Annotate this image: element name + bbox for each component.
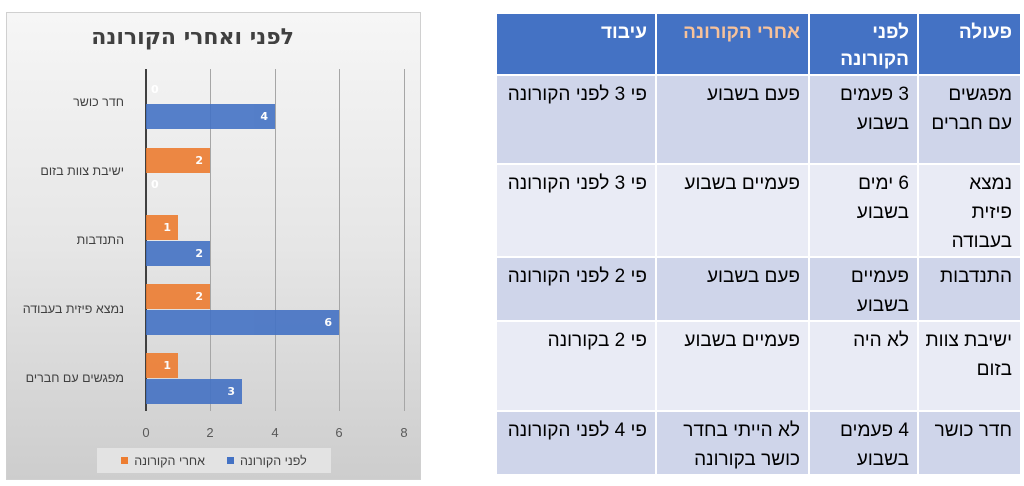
gridline [339,69,340,411]
gridline [275,69,276,411]
legend-label-before: לפני הקורונה [239,453,307,468]
chart-panel: לפני ואחרי הקורונה חדר כושר ישיבת צוות ב… [6,12,421,480]
bar-before-c0: 4 [146,104,275,129]
cell-before: 6 ימים בשבוע [808,163,919,258]
cell-analysis: פי 4 לפני הקורונה [495,410,657,476]
bar-after-c2: 1 [146,215,178,240]
table-row: מפגשים עם חברים 3 פעמים בשבוע פעם בשבוע … [495,74,1022,165]
data-table: פעולה לפני הקורונה אחרי הקורונה עיבוד מפ… [495,12,1022,476]
cell-before: 3 פעמים בשבוע [808,74,919,165]
cell-analysis: פי 2 לפני הקורונה [495,256,657,322]
data-label-before: 0 [151,178,159,191]
gridline [210,69,211,411]
gridline [404,69,405,411]
data-label-before: 4 [260,110,268,123]
cell-action: ישיבת צוות בזום [917,320,1022,412]
legend-swatch-orange-icon [121,457,129,464]
data-label-after: 0 [151,83,159,96]
chart-title: לפני ואחרי הקורונה [91,25,294,50]
legend-label-after: אחרי הקורונה [134,453,205,468]
bar-after-c3: 2 [146,284,210,309]
table-row: נמצא פיזית בעבודה 6 ימים בשבוע פעמיים בש… [495,163,1022,258]
cell-analysis: פי 2 בקורונה [495,320,657,412]
cell-after: פעמיים בשבוע [655,320,810,412]
header-before: לפני הקורונה [808,12,919,76]
bar-after-c1: 2 [146,148,210,173]
cell-before: פעמיים בשבוע [808,256,919,322]
data-label-after: 1 [163,359,171,372]
cell-action: התנדבות [917,256,1022,322]
cell-action: חדר כושר [917,410,1022,476]
category-label: חדר כושר [73,95,124,109]
cell-before: לא היה [808,320,919,412]
data-label-after: 2 [195,154,203,167]
data-label-before: 6 [324,316,332,329]
cell-analysis: פי 3 לפני הקורונה [495,74,657,165]
category-label: ישיבת צוות בזום [40,164,124,178]
legend-item-after: אחרי הקורונה [121,454,205,468]
x-tick: 4 [271,425,279,440]
data-label-before: 2 [195,247,203,260]
x-tick: 8 [400,425,408,440]
cell-analysis: פי 3 לפני הקורונה [495,163,657,258]
x-tick: 0 [142,425,150,440]
category-label: מפגשים עם חברים [25,371,124,385]
chart-legend: לפני הקורונה אחרי הקורונה [97,448,331,473]
bar-before-c2: 2 [146,241,210,266]
data-label-after: 1 [163,221,171,234]
cell-after: פעם בשבוע [655,74,810,165]
data-label-before: 3 [227,385,235,398]
bar-before-c4: 3 [146,379,242,404]
plot-area: 0 4 2 0 1 2 2 6 1 3 [145,69,405,411]
category-label: נמצא פיזית בעבודה [22,302,124,316]
cell-before: 4 פעמים בשבוע [808,410,919,476]
header-after: אחרי הקורונה [655,12,810,76]
cell-after: פעמיים בשבוע [655,163,810,258]
header-action: פעולה [917,12,1022,76]
y-axis-line [145,69,147,411]
cell-action: נמצא פיזית בעבודה [917,163,1022,258]
x-tick: 2 [206,425,214,440]
table-row: ישיבת צוות בזום לא היה פעמיים בשבוע פי 2… [495,320,1022,412]
table-row: התנדבות פעמיים בשבוע פעם בשבוע פי 2 לפני… [495,256,1022,322]
cell-after: לא הייתי בחדר כושר בקורונה [655,410,810,476]
data-label-after: 2 [195,290,203,303]
x-tick: 6 [335,425,343,440]
table-header-row: פעולה לפני הקורונה אחרי הקורונה עיבוד [495,12,1022,76]
bar-after-c4: 1 [146,353,178,378]
legend-swatch-blue-icon [226,457,234,464]
comparison-table: פעולה לפני הקורונה אחרי הקורונה עיבוד מפ… [495,12,1022,476]
cell-after: פעם בשבוע [655,256,810,322]
legend-item-before: לפני הקורונה [226,453,307,468]
bar-before-c3: 6 [146,310,339,335]
cell-action: מפגשים עם חברים [917,74,1022,165]
category-label: התנדבות [76,233,124,247]
table-row: חדר כושר 4 פעמים בשבוע לא הייתי בחדר כוש… [495,410,1022,476]
header-analysis: עיבוד [495,12,657,76]
